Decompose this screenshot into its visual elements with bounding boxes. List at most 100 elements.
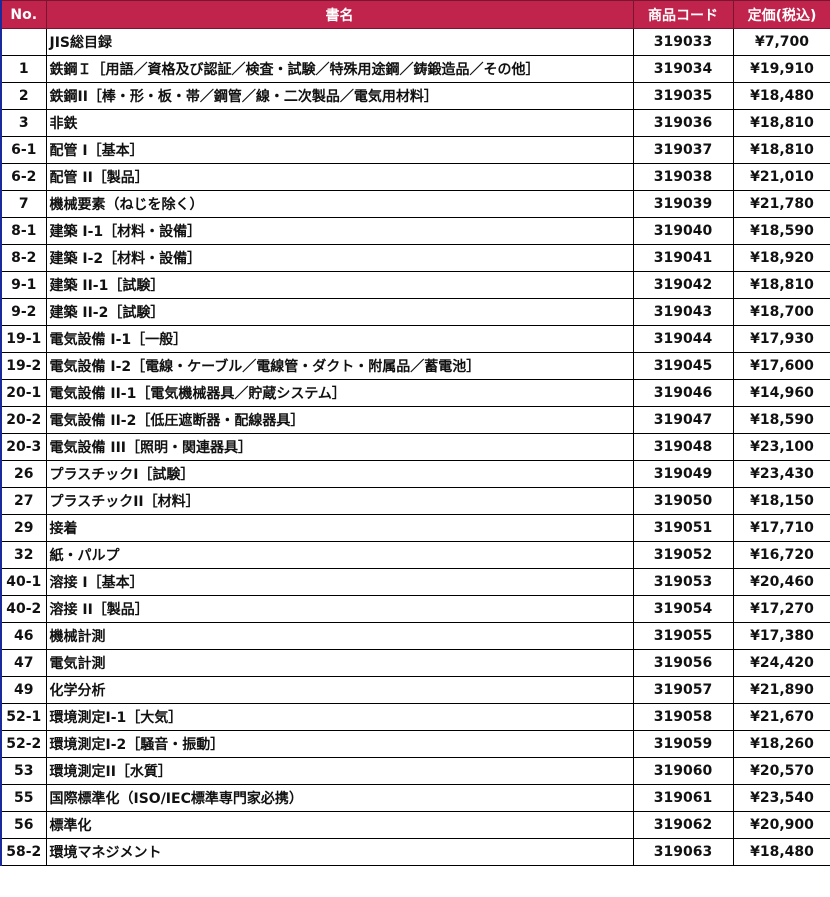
- cell-code: 319061: [632, 784, 734, 812]
- cell-price: ¥17,710: [732, 514, 830, 542]
- cell-title: 配管 I［基本］: [45, 136, 634, 164]
- cell-code: 319038: [632, 163, 734, 191]
- cell-price: ¥20,460: [732, 568, 830, 596]
- cell-code: 319053: [632, 568, 734, 596]
- cell-no: 29: [0, 514, 47, 542]
- cell-code: 319056: [632, 649, 734, 677]
- header-no: No.: [0, 0, 47, 29]
- cell-price: ¥18,150: [732, 487, 830, 515]
- cell-title: 接着: [45, 514, 634, 542]
- table-row: 7 機械要素（ねじを除く） 319039 ¥21,780: [0, 190, 830, 218]
- cell-title: 建築 I-1［材料・設備］: [45, 217, 634, 245]
- cell-no: 52-1: [0, 703, 47, 731]
- table-row: 40-1 溶接 I［基本］ 319053 ¥20,460: [0, 568, 830, 596]
- cell-title: 電気設備 I-1［一般］: [45, 325, 634, 353]
- table-row: 55 国際標準化（ISO/IEC標準専門家必携） 319061 ¥23,540: [0, 784, 830, 812]
- cell-code: 319041: [632, 244, 734, 272]
- cell-no: 3: [0, 109, 47, 137]
- cell-code: 319049: [632, 460, 734, 488]
- cell-no: 32: [0, 541, 47, 569]
- cell-code: 319037: [632, 136, 734, 164]
- cell-no: 55: [0, 784, 47, 812]
- table-row: 9-2 建築 II-2［試験］ 319043 ¥18,700: [0, 298, 830, 326]
- table-row: JIS総目録 319033 ¥7,700: [0, 28, 830, 56]
- table-row: 29 接着 319051 ¥17,710: [0, 514, 830, 542]
- cell-code: 319039: [632, 190, 734, 218]
- cell-title: 非鉄: [45, 109, 634, 137]
- cell-price: ¥16,720: [732, 541, 830, 569]
- header-title: 書名: [45, 0, 634, 29]
- cell-code: 319047: [632, 406, 734, 434]
- cell-code: 319035: [632, 82, 734, 110]
- table-row: 8-1 建築 I-1［材料・設備］ 319040 ¥18,590: [0, 217, 830, 245]
- cell-title: 電気計測: [45, 649, 634, 677]
- table-row: 49 化学分析 319057 ¥21,890: [0, 676, 830, 704]
- cell-no: 26: [0, 460, 47, 488]
- cell-price: ¥18,810: [732, 109, 830, 137]
- cell-no: 2: [0, 82, 47, 110]
- cell-price: ¥17,270: [732, 595, 830, 623]
- cell-code: 319042: [632, 271, 734, 299]
- cell-title: 電気設備 II-1［電気機械器具／貯蔵システム］: [45, 379, 634, 407]
- table-row: 20-1 電気設備 II-1［電気機械器具／貯蔵システム］ 319046 ¥14,96…: [0, 379, 830, 407]
- cell-code: 319033: [632, 28, 734, 56]
- cell-no: 9-1: [0, 271, 47, 299]
- cell-title: プラスチックII［材料］: [45, 487, 634, 515]
- cell-title: 溶接 I［基本］: [45, 568, 634, 596]
- cell-no: 7: [0, 190, 47, 218]
- cell-no: 20-2: [0, 406, 47, 434]
- table-row: 40-2 溶接 II［製品］ 319054 ¥17,270: [0, 595, 830, 623]
- cell-title: 電気設備 II-2［低圧遮断器・配線器具］: [45, 406, 634, 434]
- cell-title: 電気設備 I-2［電線・ケーブル／電線管・ダクト・附属品／蓄電池］: [45, 352, 634, 380]
- cell-title: プラスチックI［試験］: [45, 460, 634, 488]
- cell-code: 319055: [632, 622, 734, 650]
- table-row: 47 電気計測 319056 ¥24,420: [0, 649, 830, 677]
- cell-code: 319036: [632, 109, 734, 137]
- cell-title: 標準化: [45, 811, 634, 839]
- cell-no: 46: [0, 622, 47, 650]
- table-row: 9-1 建築 II-1［試験］ 319042 ¥18,810: [0, 271, 830, 299]
- cell-title: 建築 II-2［試験］: [45, 298, 634, 326]
- cell-title: 建築 II-1［試験］: [45, 271, 634, 299]
- cell-price: ¥20,570: [732, 757, 830, 785]
- cell-price: ¥21,890: [732, 676, 830, 704]
- cell-no: 20-3: [0, 433, 47, 461]
- cell-no: 40-1: [0, 568, 47, 596]
- cell-no: 6-2: [0, 163, 47, 191]
- cell-code: 319045: [632, 352, 734, 380]
- cell-code: 319060: [632, 757, 734, 785]
- cell-price: ¥21,010: [732, 163, 830, 191]
- cell-code: 319063: [632, 838, 734, 866]
- cell-no: 19-1: [0, 325, 47, 353]
- cell-code: 319048: [632, 433, 734, 461]
- table-row: 32 紙・パルプ 319052 ¥16,720: [0, 541, 830, 569]
- cell-title: 国際標準化（ISO/IEC標準専門家必携）: [45, 784, 634, 812]
- table-row: 20-2 電気設備 II-2［低圧遮断器・配線器具］ 319047 ¥18,590: [0, 406, 830, 434]
- table-row: 6-1 配管 I［基本］ 319037 ¥18,810: [0, 136, 830, 164]
- cell-price: ¥19,910: [732, 55, 830, 83]
- cell-code: 319034: [632, 55, 734, 83]
- cell-price: ¥17,380: [732, 622, 830, 650]
- cell-price: ¥7,700: [732, 28, 830, 56]
- cell-price: ¥18,480: [732, 82, 830, 110]
- price-list-table: No. 書名 商品コード 定価(税込) JIS総目録 319033 ¥7,700 1 鉄…: [0, 0, 830, 866]
- table-row: 8-2 建築 I-2［材料・設備］ 319041 ¥18,920: [0, 244, 830, 272]
- cell-price: ¥24,420: [732, 649, 830, 677]
- cell-title: 機械計測: [45, 622, 634, 650]
- cell-title: 電気設備 III［照明・関連器具］: [45, 433, 634, 461]
- cell-price: ¥18,810: [732, 271, 830, 299]
- cell-no: 19-2: [0, 352, 47, 380]
- cell-code: 319051: [632, 514, 734, 542]
- cell-price: ¥18,700: [732, 298, 830, 326]
- cell-title: 環境測定I-1［大気］: [45, 703, 634, 731]
- table-row: 1 鉄鋼Ｉ［用語／資格及び認証／検査・試験／特殊用途鋼／鋳鍛造品／その他］ 3190…: [0, 55, 830, 83]
- cell-price: ¥17,930: [732, 325, 830, 353]
- table-row: 56 標準化 319062 ¥20,900: [0, 811, 830, 839]
- cell-price: ¥17,600: [732, 352, 830, 380]
- cell-no: 56: [0, 811, 47, 839]
- cell-price: ¥21,670: [732, 703, 830, 731]
- cell-price: ¥23,540: [732, 784, 830, 812]
- cell-title: JIS総目録: [45, 28, 634, 56]
- cell-price: ¥18,810: [732, 136, 830, 164]
- cell-price: ¥14,960: [732, 379, 830, 407]
